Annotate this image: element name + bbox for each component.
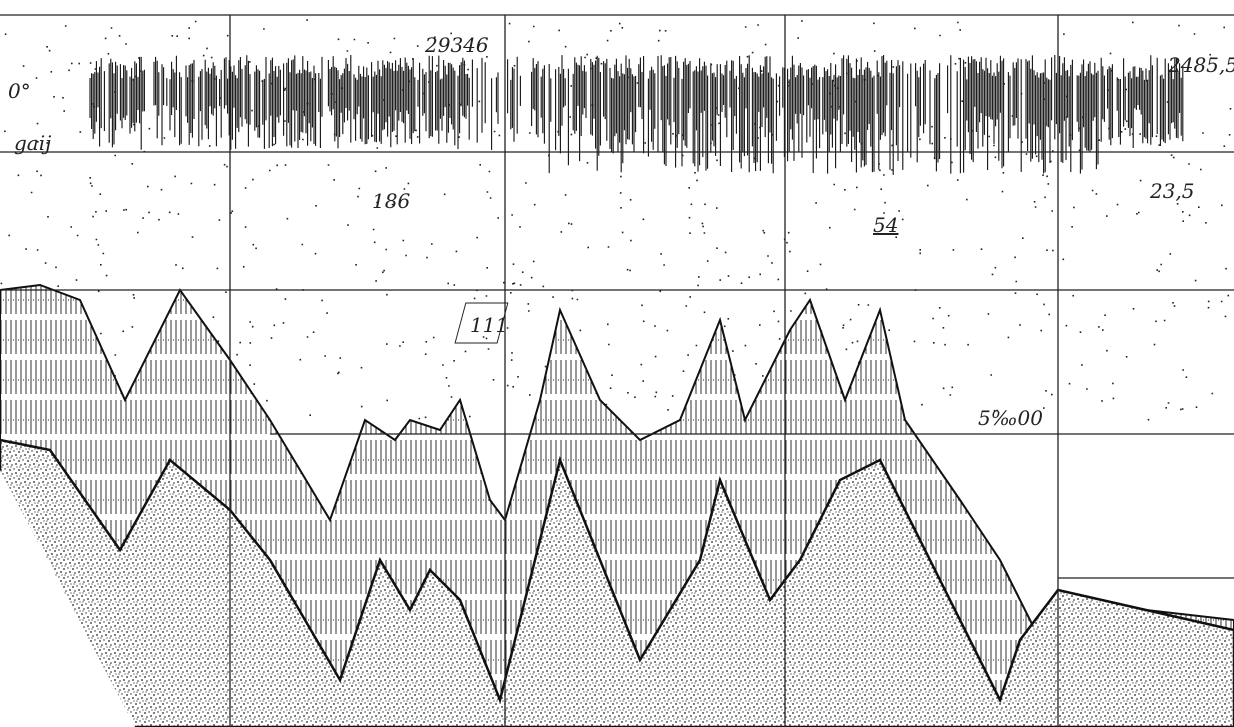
annotation: 29346 [424, 33, 489, 57]
annotation: gaij [14, 131, 51, 155]
annotation: 111 [470, 313, 508, 337]
annotation: 54 [873, 213, 898, 237]
annotation: 186 [372, 189, 410, 213]
annotation: 0° [8, 79, 31, 103]
echogram: 0° gaij 29346 2485,5 186 54 23,5 111 5‰0… [0, 0, 1234, 727]
annotation: 2485,5 [1167, 53, 1234, 77]
annotation: 23,5 [1149, 179, 1195, 203]
annotation: 5‰00 [978, 406, 1043, 430]
